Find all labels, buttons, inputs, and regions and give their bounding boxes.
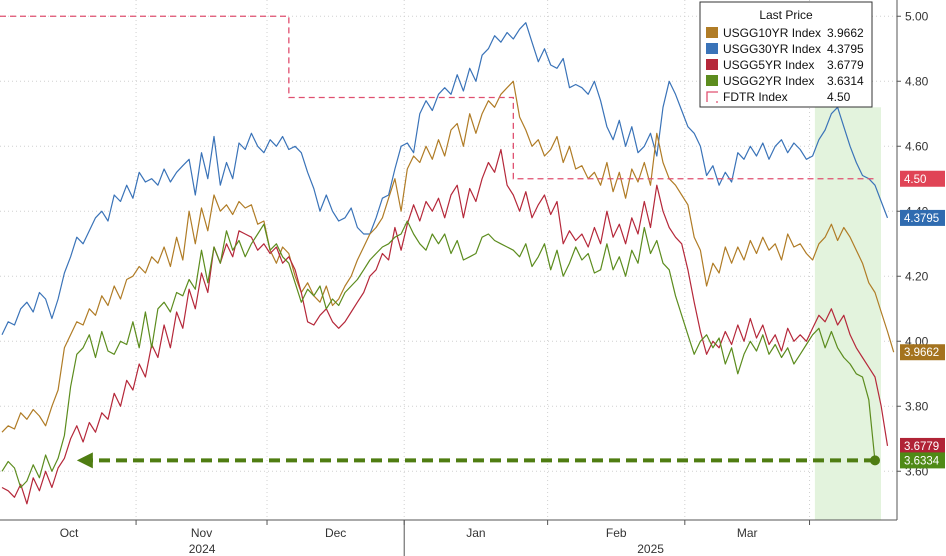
x-month-label: Nov [191, 526, 212, 540]
legend-swatch [706, 43, 718, 54]
y-tick-label: 4.20 [905, 269, 929, 283]
price-tag [900, 209, 945, 226]
y-tick-label: 4.80 [905, 74, 929, 88]
legend-entry-value: 3.9662 [827, 26, 864, 40]
price-tags: 4.50 4.3795 3.9662 3.6779 3.6334 [900, 170, 945, 469]
series-lines [0, 15, 895, 505]
series-line-usgg10yr [1, 80, 895, 433]
x-year-label: 2025 [637, 542, 664, 556]
legend-entry-name: USGG10YR Index [723, 26, 821, 40]
legend-entry-value: 4.3795 [827, 42, 864, 56]
price-tag [900, 452, 945, 469]
legend-entry-name: USGG2YR Index [723, 74, 814, 88]
price-tag-label: 4.3795 [904, 213, 939, 225]
price-tag [900, 437, 945, 454]
x-month-label: Mar [737, 526, 758, 540]
grid [0, 0, 897, 520]
x-axis: Oct Nov Dec Jan Feb Mar 2024 2025 [0, 519, 897, 556]
legend-entry-value: 4.50 [827, 90, 851, 104]
legend-title: Last Price [759, 8, 813, 22]
legend-swatch [706, 59, 718, 70]
legend-entry-value: 3.6779 [827, 58, 864, 72]
legend-swatch [706, 91, 718, 103]
legend-entry-name: USGG5YR Index [723, 58, 814, 72]
arrow-head [76, 452, 93, 469]
legend-entry-value: 3.6314 [827, 74, 864, 88]
legend: Last Price USGG10YR Index 3.9662 USGG30YR I… [699, 1, 873, 108]
price-tag-label: 4.50 [904, 174, 926, 186]
x-month-label: Oct [60, 526, 79, 540]
series-line-usgg5yr [1, 148, 889, 505]
price-tag-label: 3.6779 [904, 441, 939, 453]
x-year-label: 2024 [189, 542, 216, 556]
x-month-label: Jan [466, 526, 485, 540]
arrow-endpoint [870, 455, 880, 466]
legend-swatch [706, 75, 718, 86]
price-tag-label: 3.6334 [904, 455, 940, 467]
legend-swatch [706, 27, 718, 38]
price-tag [900, 344, 945, 361]
y-tick-label: 3.80 [905, 399, 929, 413]
x-month-label: Feb [606, 526, 627, 540]
y-tick-label: 5.00 [905, 9, 929, 23]
shaded-region [814, 107, 881, 520]
x-month-label: Dec [325, 526, 346, 540]
legend-entry-name: FDTR Index [723, 90, 788, 104]
shaded-region [814, 107, 881, 520]
legend-box [699, 1, 873, 108]
series-line-fdtr [0, 15, 875, 180]
price-tag-label: 3.9662 [904, 347, 939, 359]
annotations [76, 452, 880, 469]
legend-entry-name: USGG30YR Index [723, 42, 821, 56]
price-tag [900, 170, 945, 187]
y-tick-label: 4.60 [905, 139, 929, 153]
series-line-usgg2yr [1, 220, 876, 489]
series-line-usgg30yr [1, 22, 889, 336]
